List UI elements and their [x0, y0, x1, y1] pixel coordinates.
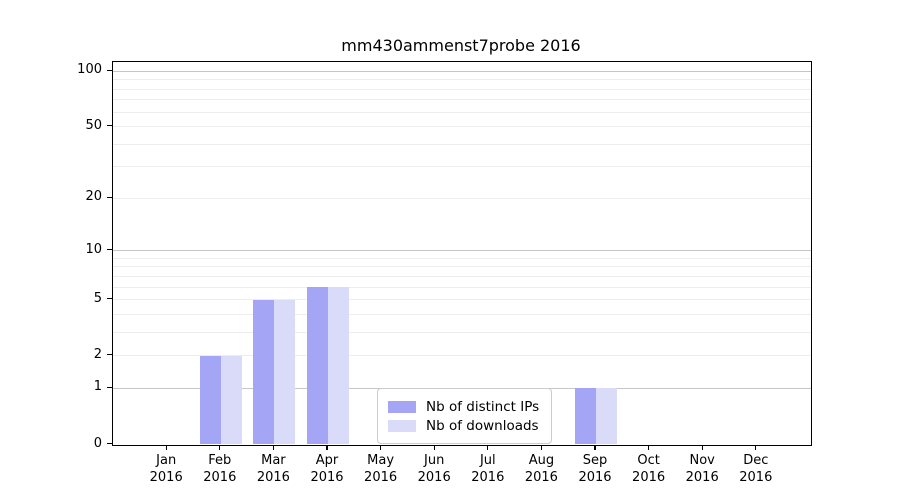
minor-gridline	[113, 299, 811, 301]
legend-swatch	[388, 400, 416, 413]
bar	[307, 287, 328, 445]
minor-gridline	[113, 313, 811, 315]
y-tick-label: 50	[85, 117, 102, 133]
x-tick	[326, 444, 328, 450]
minor-gridline	[113, 126, 811, 128]
x-tick	[219, 444, 221, 450]
plot-area	[112, 60, 812, 446]
minor-gridline	[113, 99, 811, 101]
x-tick	[487, 444, 489, 450]
chart-title: mm430ammenst7probe 2016	[341, 36, 581, 55]
major-gridline	[113, 249, 811, 252]
x-tick-label: Aug 2016	[524, 452, 558, 485]
minor-gridline	[113, 166, 811, 168]
y-tick	[106, 298, 112, 300]
x-tick-label: Oct 2016	[632, 452, 666, 485]
minor-gridline	[113, 257, 811, 259]
y-tick	[106, 442, 112, 445]
y-tick	[106, 69, 112, 71]
x-tick-label: Dec 2016	[739, 452, 773, 485]
bar	[596, 388, 617, 445]
x-tick-label: Jan 2016	[149, 452, 183, 485]
y-tick	[106, 354, 112, 356]
y-tick-label: 20	[85, 189, 102, 205]
legend-label: Nb of distinct IPs	[426, 398, 540, 415]
minor-gridline	[113, 275, 811, 277]
legend-item: Nb of distinct IPs	[388, 398, 539, 415]
minor-gridline	[113, 197, 811, 199]
minor-gridline	[113, 111, 811, 113]
x-tick	[272, 444, 274, 450]
bar	[199, 355, 221, 445]
minor-gridline	[113, 143, 811, 145]
x-tick	[701, 444, 703, 450]
x-tick	[380, 444, 382, 450]
minor-gridline	[113, 88, 811, 90]
y-tick-label: 0	[93, 435, 102, 451]
y-tick	[106, 196, 112, 198]
bar	[575, 388, 596, 445]
minor-gridline	[113, 79, 811, 81]
y-tick	[106, 124, 112, 127]
x-tick	[433, 444, 435, 450]
y-tick	[106, 386, 112, 389]
x-tick-label: Jun 2016	[417, 452, 451, 485]
minor-gridline	[113, 355, 811, 357]
x-tick-label: May 2016	[364, 452, 398, 485]
x-tick	[594, 444, 596, 450]
bar	[328, 287, 349, 445]
x-tick-label: Apr 2016	[310, 452, 344, 485]
x-tick	[165, 444, 167, 450]
major-gridline	[113, 70, 811, 72]
x-tick-label: Sep 2016	[578, 452, 612, 485]
y-tick-label: 100	[77, 62, 102, 78]
legend-item: Nb of downloads	[388, 417, 539, 434]
x-tick-label: Feb 2016	[203, 452, 237, 485]
legend-label: Nb of downloads	[426, 417, 539, 434]
minor-gridline	[113, 266, 811, 268]
x-tick-label: Jul 2016	[471, 452, 505, 485]
minor-gridline	[113, 331, 811, 333]
x-tick	[648, 444, 650, 450]
legend-swatch	[388, 419, 416, 432]
x-tick	[540, 444, 542, 450]
minor-gridline	[113, 286, 811, 288]
x-tick-label: Nov 2016	[685, 452, 719, 485]
x-tick-label: Mar 2016	[256, 452, 290, 485]
y-tick-label: 5	[93, 290, 102, 306]
y-tick-label: 2	[93, 346, 102, 362]
bar	[274, 299, 296, 445]
bar	[220, 355, 242, 445]
legend: Nb of distinct IPs Nb of downloads	[377, 388, 553, 444]
y-tick-label: 1	[93, 379, 102, 395]
bar	[253, 299, 275, 445]
x-tick	[755, 444, 757, 450]
y-tick	[106, 248, 112, 251]
y-tick-label: 10	[85, 241, 102, 257]
